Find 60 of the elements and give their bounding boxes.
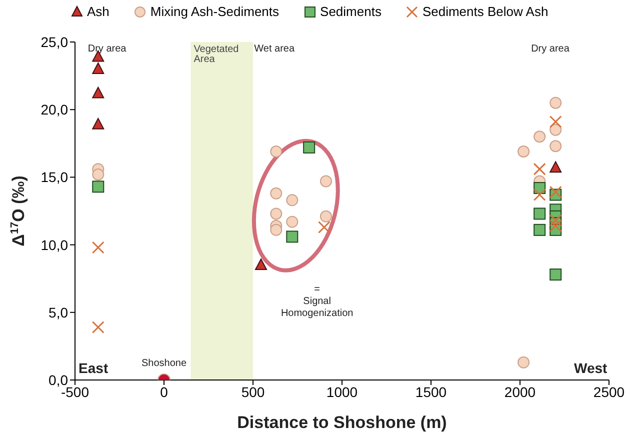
- point: [92, 86, 104, 98]
- y-tick-label: 10,0: [40, 236, 68, 253]
- point: [320, 175, 332, 188]
- band-label: Vegetated Area: [194, 44, 239, 65]
- point: [549, 116, 562, 128]
- y-tick-label: 15,0: [40, 169, 68, 186]
- legend-label: Mixing Ash-Sediments: [150, 4, 280, 19]
- point: [533, 188, 546, 202]
- point: [286, 194, 298, 206]
- point: [534, 130, 546, 143]
- point: [270, 187, 282, 200]
- point: [92, 168, 104, 180]
- point: [270, 208, 282, 220]
- x-tick-label: 1500: [415, 384, 447, 400]
- point: [550, 268, 562, 281]
- point: [92, 321, 104, 334]
- point: [92, 118, 104, 130]
- point: [549, 186, 562, 198]
- point: [92, 241, 104, 254]
- point: [550, 161, 562, 173]
- point: [270, 224, 282, 236]
- point: [286, 230, 298, 243]
- x-tick-label: 0: [160, 384, 168, 400]
- point: [92, 180, 104, 193]
- annotation: Dry area: [88, 43, 127, 54]
- legend-label: Sediments Below Ash: [422, 4, 548, 19]
- point: [550, 140, 562, 152]
- point: [549, 214, 562, 227]
- y-tick-label: 20,0: [40, 102, 68, 118]
- point: [303, 141, 316, 154]
- point: [518, 356, 530, 368]
- point: [318, 220, 330, 234]
- annotation: East: [78, 360, 108, 376]
- y-tick-label: 0,0: [48, 372, 68, 388]
- point: [286, 216, 298, 228]
- x-tick-label: 2000: [504, 384, 536, 400]
- point: [533, 162, 546, 176]
- y-tick-label: 5,0: [48, 304, 68, 320]
- legend-label: Sediments: [320, 4, 382, 19]
- x-tick-label: 1000: [326, 384, 358, 400]
- point: [549, 220, 562, 232]
- point: [550, 124, 562, 136]
- point: [255, 258, 268, 270]
- x-axis-title: Distance to Shoshone (m): [237, 413, 447, 432]
- x-tick-label: 500: [241, 384, 265, 400]
- point: [92, 62, 104, 74]
- point: [550, 96, 562, 109]
- annotation: Wet area: [254, 43, 295, 54]
- annotation: Dry area: [531, 43, 570, 54]
- point: [518, 146, 530, 158]
- annotation: = Signal Homogenization: [280, 284, 354, 320]
- annotation: Shoshone: [141, 358, 187, 369]
- point: [534, 208, 546, 220]
- legend-label: Ash: [87, 4, 110, 19]
- annotation: West: [574, 360, 608, 376]
- x-tick-label: 2500: [593, 384, 625, 400]
- point: [270, 146, 282, 158]
- point: [320, 210, 332, 222]
- point: [534, 224, 546, 236]
- y-tick-label: 25,0: [40, 34, 68, 50]
